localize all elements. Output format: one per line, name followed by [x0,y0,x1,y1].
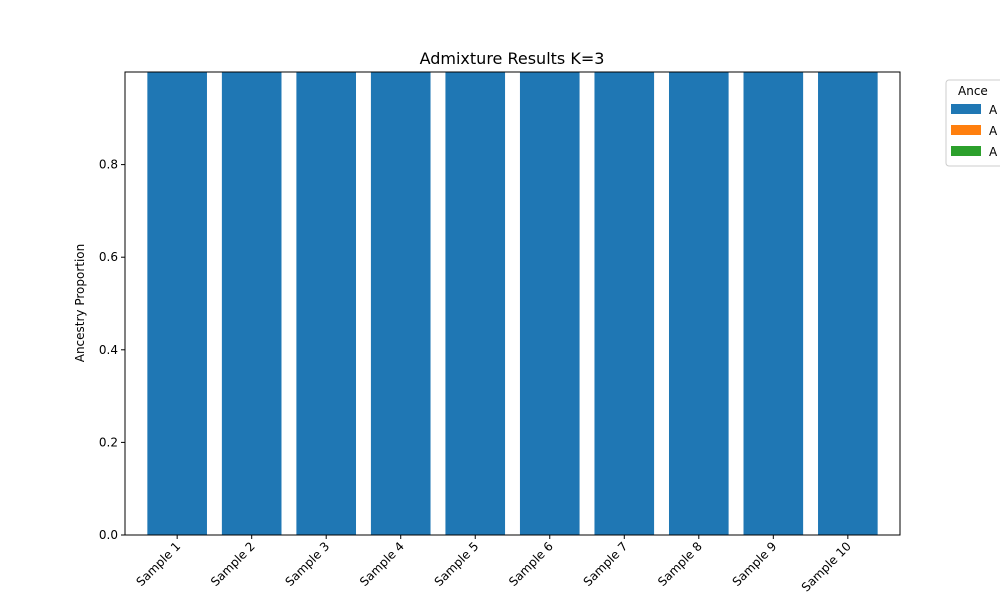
legend-swatch [951,104,981,114]
bar-segment [221,72,282,535]
x-tick-label: Sample 7 [581,539,631,589]
bar-segment [743,72,804,535]
bar-segment [445,72,506,535]
bar-segment [818,72,878,535]
x-tick-label: Sample 8 [655,539,705,589]
y-tick-label: 0.4 [99,343,118,357]
y-tick-label: 0.6 [99,250,118,264]
bar-segment [668,72,729,535]
chart-title: Admixture Results K=3 [420,49,605,68]
x-tick-label: Sample 10 [799,539,854,594]
plot-frame [124,71,901,536]
x-tick-label: Sample 6 [506,539,556,589]
legend-items: AAA [951,103,998,159]
bar-segment [594,72,655,535]
x-axis: Sample 1 Sample 2 Sample 3 Sample 4 Sample 5… [133,535,854,594]
x-tick-label: Sample 3 [283,539,333,589]
y-axis-label: Ancestry Proportion [73,244,87,363]
y-tick-label: 0.2 [99,435,118,449]
legend-label: A [989,124,998,138]
x-tick-label: Sample 9 [730,539,780,589]
legend-box [945,79,1000,167]
legend: Ance AAA [945,79,1000,167]
bar-segment [296,72,357,535]
x-tick-label: Sample 5 [432,539,482,589]
x-tick-label: Sample 1 [133,539,183,589]
x-tick-label: Sample 4 [357,539,407,589]
legend-swatch [951,125,981,135]
legend-label: A [989,103,998,117]
x-tick-label: Sample 2 [208,539,258,589]
bar-segment [370,72,431,535]
y-tick-label: 0.8 [99,158,118,172]
bar-segment [147,72,207,535]
bars-group [147,72,878,535]
y-axis: 0.0 0.2 0.4 0.6 0.8 [99,158,125,542]
legend-swatch [951,146,981,156]
legend-title: Ance [958,84,988,98]
legend-label: A [989,145,998,159]
y-tick-label: 0.0 [99,528,118,542]
bar-segment [519,72,580,535]
